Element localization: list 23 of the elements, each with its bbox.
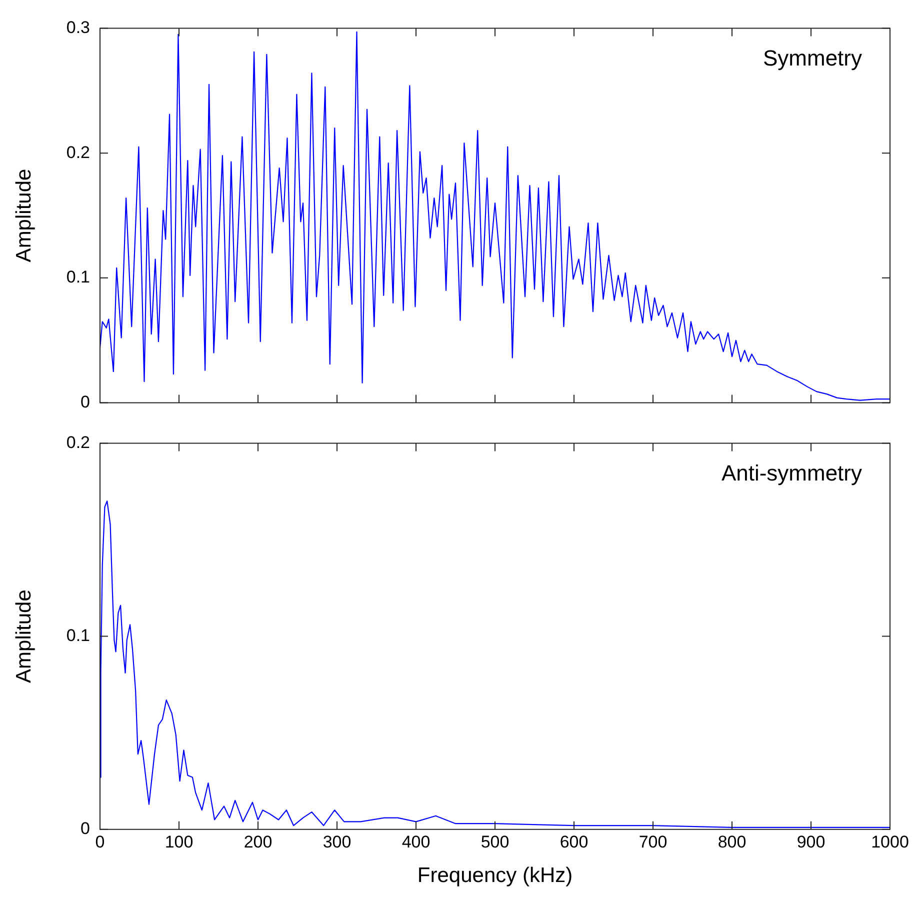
x-tick-label: 100: [164, 832, 194, 852]
y-tick-label: 0: [80, 392, 90, 412]
x-tick-label: 800: [718, 832, 746, 852]
y-tick-label: 0: [80, 819, 90, 838]
x-tick-label: 500: [480, 832, 510, 852]
y-tick-label: 0.2: [66, 432, 90, 452]
x-tick-label: 700: [638, 832, 668, 852]
x-axis-title: Frequency (kHz): [417, 864, 573, 888]
y-axis-title: Amplitude: [12, 168, 36, 262]
y-tick-label: 0.2: [66, 142, 90, 162]
x-tick-label: 0: [95, 832, 105, 852]
x-tick-label: 1000: [871, 832, 909, 852]
y-tick-label: 0.1: [66, 268, 90, 287]
y-axis-title: Amplitude: [12, 590, 36, 683]
x-tick-label: 900: [796, 832, 826, 852]
y-tick-label: 0.1: [66, 626, 90, 645]
x-tick-label: 300: [322, 832, 352, 852]
annotation: Anti-symmetry: [721, 460, 862, 486]
annotation: Symmetry: [763, 45, 862, 70]
x-tick-label: 600: [560, 832, 588, 852]
x-tick-label: 200: [244, 832, 272, 852]
x-tick-label: 400: [402, 832, 430, 852]
y-tick-label: 0.3: [66, 18, 90, 37]
